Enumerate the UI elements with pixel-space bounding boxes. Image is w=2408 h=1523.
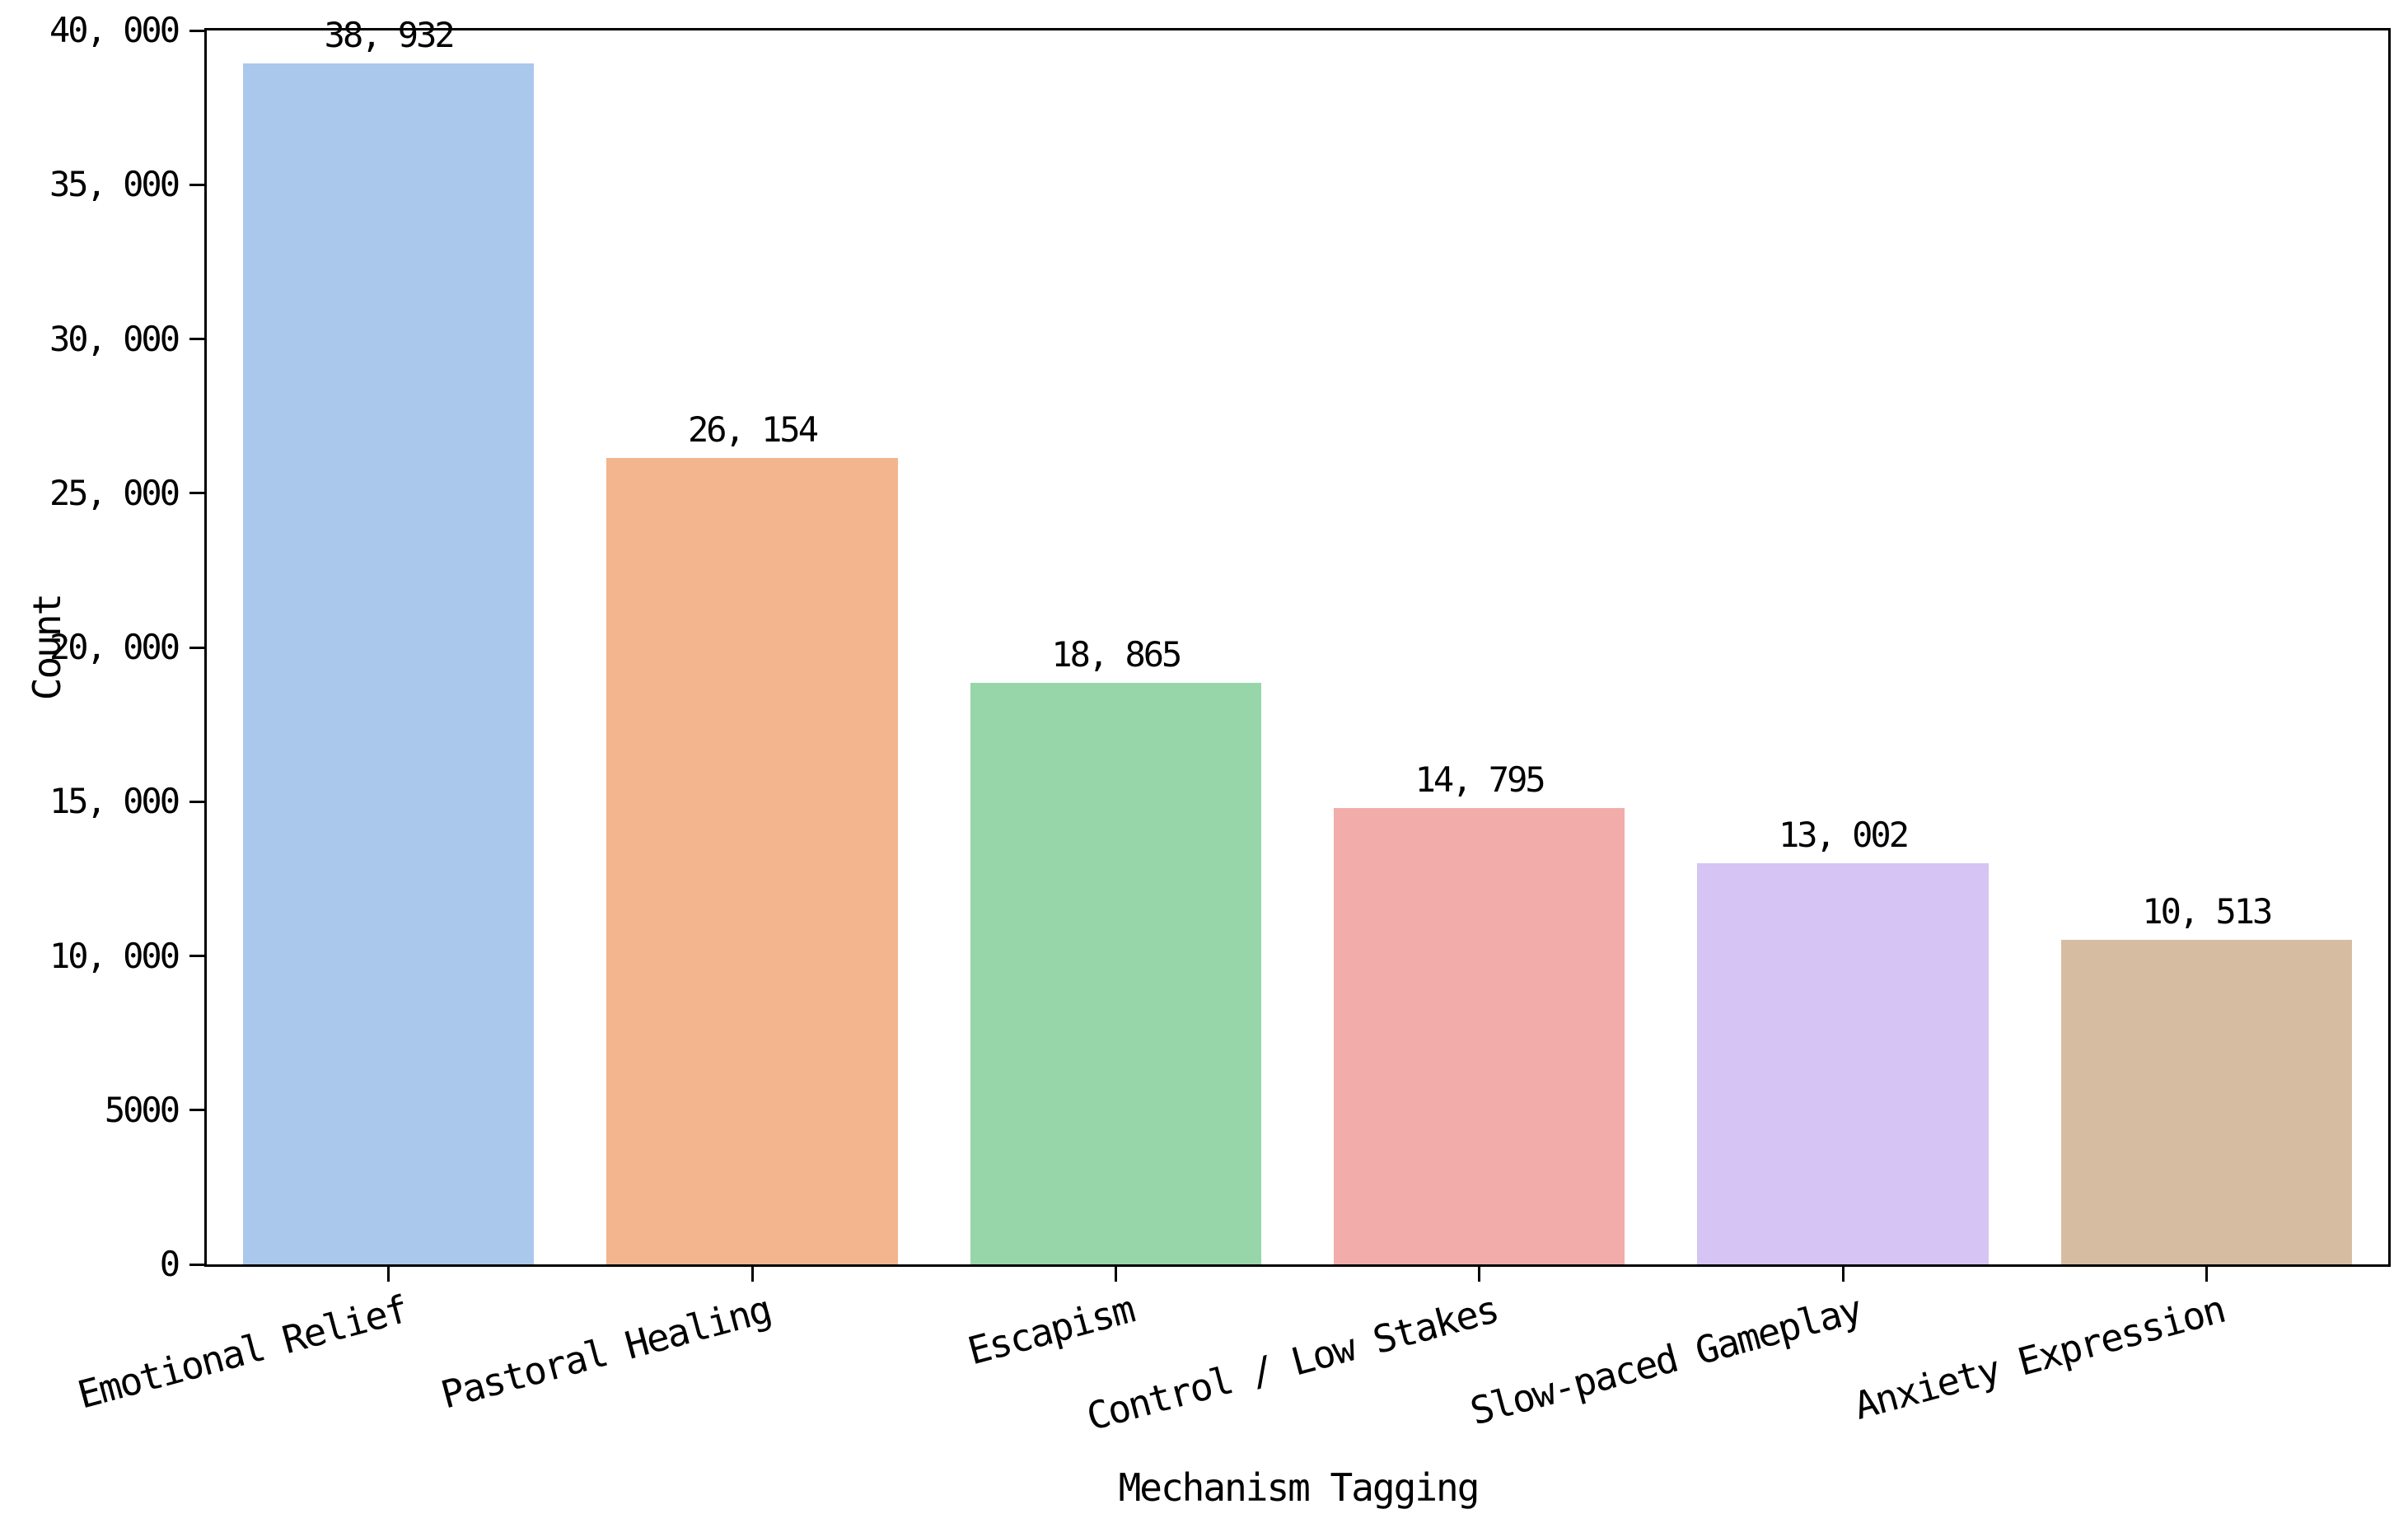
- bar-value-label: 38, 932: [324, 15, 456, 55]
- y-tick: [189, 955, 204, 957]
- y-tick: [189, 646, 204, 649]
- y-tick: [189, 1263, 204, 1266]
- bar-value-label: 14, 795: [1414, 759, 1546, 800]
- bar: [1697, 863, 1989, 1264]
- bar: [970, 682, 1261, 1264]
- y-tick-label: 40, 000: [49, 10, 180, 50]
- bar: [1334, 807, 1625, 1264]
- bar-value-label: 10, 513: [2142, 891, 2273, 932]
- y-tick-label: 25, 000: [49, 472, 180, 513]
- y-tick: [189, 800, 204, 803]
- y-tick-label: 0: [159, 1244, 180, 1284]
- y-tick-label: 35, 000: [49, 164, 180, 205]
- y-axis-label: Count: [25, 594, 69, 701]
- y-tick: [189, 183, 204, 186]
- y-tick-label: 20, 000: [49, 627, 180, 667]
- x-tick: [1478, 1267, 1481, 1282]
- bar: [2060, 940, 2352, 1264]
- bar: [243, 63, 535, 1264]
- y-tick-label: 10, 000: [49, 935, 180, 976]
- x-tick: [1114, 1267, 1117, 1282]
- x-axis-label: Mechanism Tagging: [1118, 1465, 1480, 1510]
- y-tick: [189, 29, 204, 32]
- y-tick-label: 30, 000: [49, 318, 180, 359]
- x-tick: [387, 1267, 390, 1282]
- y-tick: [189, 492, 204, 495]
- bar-value-label: 26, 154: [687, 409, 819, 450]
- bar-value-label: 13, 002: [1778, 815, 1910, 856]
- bar: [606, 457, 898, 1264]
- x-tick: [1841, 1267, 1845, 1282]
- bar-value-label: 18, 865: [1051, 633, 1182, 675]
- x-tick: [750, 1267, 754, 1282]
- plot-area: 0 5000 10, 000 15, 000 20, 000 25, 000 30, 000…: [49, 10, 2391, 1439]
- x-tick-label: Emotional Relief: [72, 1287, 412, 1418]
- y-tick-label: 5000: [104, 1089, 180, 1130]
- y-tick: [189, 1109, 204, 1112]
- y-tick: [189, 338, 204, 340]
- y-tick-label: 15, 000: [49, 781, 180, 822]
- x-tick: [2205, 1267, 2208, 1282]
